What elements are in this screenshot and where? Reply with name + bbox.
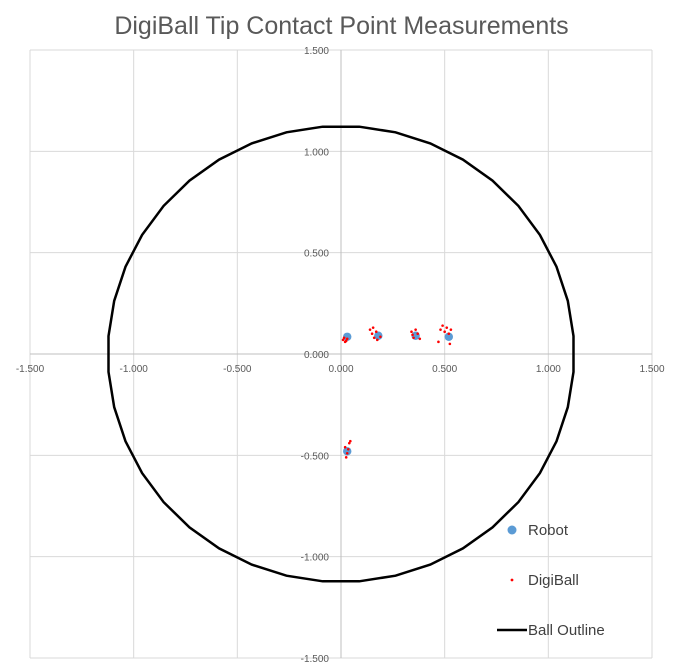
legend-label: Ball Outline (528, 622, 605, 639)
x-tick-label: 0.000 (328, 364, 353, 375)
x-tick-label: -1.500 (16, 364, 45, 375)
digiball-point (345, 452, 349, 455)
axes (30, 50, 652, 658)
robot-point (374, 331, 383, 340)
tick-labels: -1.500 -1.000 -0.500 0.000 0.500 1.000 1.500 1.… (16, 46, 665, 665)
y-tick-label: 0.500 (304, 249, 329, 260)
legend-label: DigiBall (528, 572, 579, 589)
digiball-point (345, 337, 349, 341)
digiball-point (346, 447, 350, 451)
digiball-point (379, 335, 382, 339)
digiball-point (449, 328, 453, 331)
digiball-point (447, 332, 451, 336)
digiball-series (341, 324, 453, 459)
ball-outline-series (107, 125, 575, 583)
digiball-point (371, 326, 375, 329)
robot-point (343, 332, 352, 341)
robot-series (343, 331, 454, 456)
digiball-point (410, 330, 413, 334)
x-tick-label: -0.500 (223, 364, 252, 375)
x-tick-label: 1.500 (639, 364, 664, 375)
digiball-point (414, 328, 417, 331)
y-tick-label: -1.000 (301, 553, 330, 564)
digiball-point (344, 456, 348, 459)
digiball-point (368, 328, 372, 331)
ball-outline (107, 125, 575, 583)
digiball-point (342, 336, 346, 340)
digiball-point (418, 337, 422, 341)
digiball-point (441, 324, 444, 327)
legend-robot-marker (507, 525, 517, 535)
digiball-point (372, 336, 376, 340)
x-tick-label: 1.000 (536, 364, 561, 375)
y-tick-label: 0.000 (304, 350, 329, 361)
y-tick-label: 1.500 (304, 46, 329, 57)
digiball-point (448, 342, 452, 346)
digiball-point (347, 441, 351, 445)
digiball-point (370, 332, 374, 336)
legend-digiball-marker (510, 578, 514, 582)
digiball-point (344, 339, 348, 343)
digiball-point (416, 332, 420, 336)
digiball-point (439, 328, 442, 331)
x-tick-label: -1.000 (119, 364, 148, 375)
digiball-point (437, 340, 440, 344)
digiball-point (445, 326, 449, 329)
digiball-point (443, 330, 446, 334)
y-tick-label: 1.000 (304, 147, 329, 158)
digiball-point (412, 336, 415, 340)
x-tick-label: 0.500 (432, 364, 457, 375)
digiball-point (349, 439, 352, 443)
digiball-point (343, 445, 347, 449)
digiball-point (411, 333, 414, 337)
legend: Robot DigiBall Ball Outline (497, 522, 605, 639)
legend-label: Robot (528, 522, 569, 539)
robot-point (444, 332, 454, 341)
digiball-point (374, 330, 378, 334)
digiball-point (375, 338, 379, 342)
digiball-point (341, 338, 345, 342)
y-tick-label: -0.500 (301, 451, 330, 462)
y-tick-label: -1.500 (301, 654, 330, 665)
chart-title: DigiBall Tip Contact Point Measurements (114, 12, 569, 40)
